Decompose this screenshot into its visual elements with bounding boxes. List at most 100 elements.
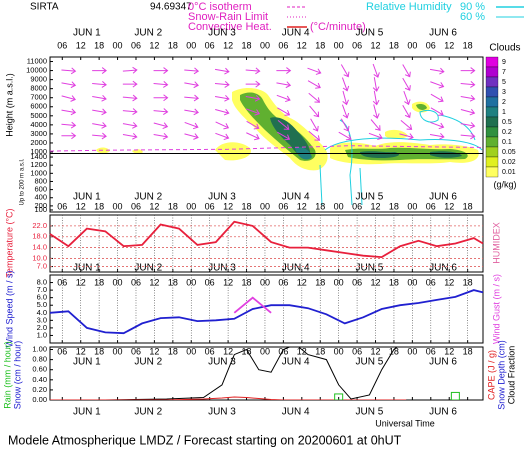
colorbar-label: 9 <box>502 59 506 66</box>
day-label: JUN 2 <box>134 407 162 418</box>
wind-arrow <box>122 94 138 102</box>
wind-arrow <box>277 119 290 130</box>
clipped <box>50 63 483 152</box>
wind-frame <box>49 274 484 344</box>
isotherm-legend: 0°C isotherm <box>188 1 252 13</box>
x-tick-label: 12 <box>297 201 307 211</box>
wind-arrow <box>340 118 350 132</box>
x-tick-label: 00 <box>334 201 344 211</box>
y-tick-label: 14.0 <box>32 243 47 252</box>
day-label: JUN 2 <box>134 263 162 274</box>
coords: 94.69347 <box>150 2 192 13</box>
x-tick-label: 18 <box>242 346 252 356</box>
x-tick-label: 12 <box>76 346 86 356</box>
x-tick-label: 12 <box>371 277 381 287</box>
rh-legend: Relative Humidity <box>366 1 452 13</box>
x-tick-label: 06 <box>278 201 288 211</box>
y-tick-label: 9000 <box>30 75 47 84</box>
y-tick-label: 22.0 <box>32 221 47 230</box>
wind-arrow <box>92 132 107 140</box>
colorbar-swatch <box>485 146 499 158</box>
day-label: JUN 1 <box>73 407 101 418</box>
day-label: JUN 6 <box>429 407 457 418</box>
x-tick-label: 00 <box>334 40 344 50</box>
x-tick-label: 12 <box>76 40 86 50</box>
x-tick-label: 12 <box>223 346 233 356</box>
x-tick-label: 06 <box>278 346 288 356</box>
y-tick-label: 8.0 <box>37 278 47 287</box>
x-tick-label: 18 <box>168 277 178 287</box>
clipped <box>50 347 460 400</box>
x-tick-label: 12 <box>149 277 159 287</box>
temperature-label: Temperature (°C) <box>4 208 14 277</box>
x-tick-label: 00 <box>113 201 123 211</box>
wind-speed-label: Wind Speed (m / s) <box>4 270 14 347</box>
colorbar-label: 0.5 <box>502 119 512 126</box>
wind-arrow <box>276 94 291 103</box>
y-tick-label: 6000 <box>30 102 47 111</box>
x-tick-label: 18 <box>463 40 473 50</box>
x-tick-label: 06 <box>131 277 141 287</box>
x-tick-label: 06 <box>57 277 67 287</box>
x-tick-label: 12 <box>371 346 381 356</box>
day-label: JUN 4 <box>282 407 310 418</box>
wind-arrow <box>402 104 411 119</box>
day-label: JUN 2 <box>134 357 162 368</box>
wind-arrow <box>184 94 200 102</box>
x-tick-label: 18 <box>168 201 178 211</box>
colorbar-label: 0.02 <box>502 159 516 166</box>
wind-arrow <box>61 81 77 89</box>
wind-arrow <box>245 108 261 116</box>
x-tick-label: 00 <box>407 40 417 50</box>
data-line <box>50 347 398 400</box>
wind-arrow <box>307 80 321 89</box>
wind-arrow <box>277 107 291 116</box>
bar <box>450 391 460 400</box>
x-tick-label: 06 <box>131 40 141 50</box>
wind-arrow <box>429 132 445 140</box>
wind-arrow <box>122 80 138 88</box>
x-tick-label: 18 <box>389 201 399 211</box>
wind-arrow <box>402 64 411 78</box>
x-tick-label: 12 <box>223 40 233 50</box>
colorbar-label: 0.2 <box>502 129 512 136</box>
x-tick-label: 12 <box>297 277 307 287</box>
x-tick-label: 12 <box>444 346 454 356</box>
day-label: JUN 4 <box>282 357 310 368</box>
wind-arrow <box>245 80 261 88</box>
colorbar-swatch <box>485 166 499 178</box>
wind-arrow <box>215 108 230 116</box>
wind-arrow <box>122 122 138 129</box>
y-tick-label: 600 <box>34 185 47 194</box>
wind-arrow <box>372 90 380 106</box>
wind-arrow <box>184 81 199 89</box>
y-tick-label: 0.80 <box>32 355 47 364</box>
day-label: JUN 5 <box>355 357 383 368</box>
x-tick-label: 12 <box>223 277 233 287</box>
colorbar-swatch <box>485 126 499 138</box>
colorbar-label: 0.1 <box>502 139 512 146</box>
x-tick-label: 18 <box>94 277 104 287</box>
wind-arrow <box>122 66 138 74</box>
x-tick-label: 12 <box>149 346 159 356</box>
y-tick-label: 2.0 <box>37 323 47 332</box>
wind-arrow <box>153 81 169 88</box>
bar <box>334 393 344 400</box>
data-line <box>50 396 407 400</box>
day-label: JUN 6 <box>429 357 457 368</box>
humidex-label: HUMIDEX <box>491 222 501 264</box>
wind-arrow <box>372 77 380 92</box>
y-tick-label: 6.0 <box>37 293 47 302</box>
wind-arrow <box>342 90 349 106</box>
day-label: JUN 5 <box>355 263 383 274</box>
x-tick-label: 00 <box>260 277 270 287</box>
y-tick-label: 4000 <box>30 120 47 129</box>
x-tick-label: 00 <box>334 277 344 287</box>
wind-arrow <box>153 94 169 102</box>
x-tick-label: 06 <box>352 201 362 211</box>
wind-arrow <box>184 121 199 130</box>
colorbar-label: 1 <box>502 109 506 116</box>
y-tick-label: 2000 <box>30 138 47 147</box>
y-tick-label: 10000 <box>26 66 47 75</box>
